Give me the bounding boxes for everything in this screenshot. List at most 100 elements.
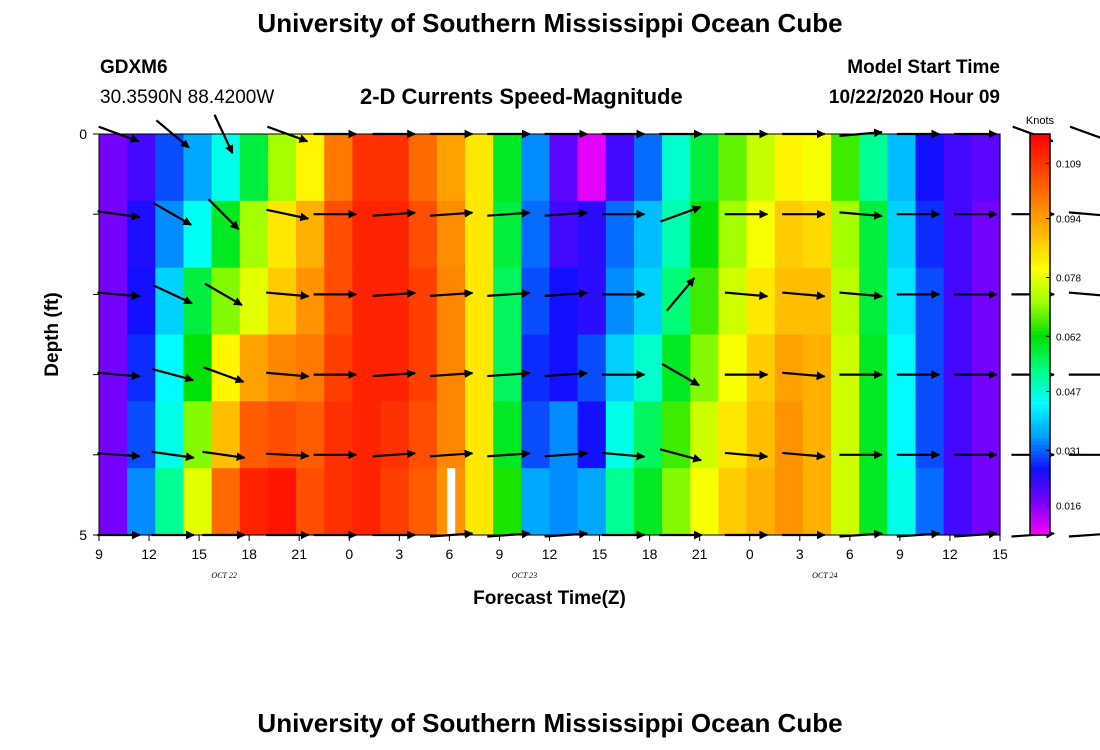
heatmap-cell: [859, 267, 888, 336]
heatmap-cell: [915, 134, 945, 202]
current-vector-arrow: [153, 202, 192, 226]
colorbar-segment: [1030, 401, 1050, 406]
heatmap-cell: [549, 267, 579, 336]
heatmap-cell: [943, 200, 973, 269]
heatmap-cell: [633, 401, 663, 469]
heatmap-cell: [183, 200, 213, 269]
colorbar-segment: [1030, 478, 1050, 483]
heatmap-cell: [408, 468, 438, 536]
colorbar-segment: [1030, 354, 1050, 359]
current-vector-arrow: [266, 371, 310, 381]
colorbar-segment: [1030, 314, 1050, 319]
station-id: GDXM6: [100, 57, 168, 78]
heatmap-cell: [662, 134, 691, 202]
colorbar-segment: [1030, 210, 1050, 215]
heatmap-cell: [690, 200, 720, 269]
colorbar-segment: [1030, 474, 1050, 479]
colorbar-segment: [1030, 294, 1050, 299]
colorbar-segment: [1030, 157, 1050, 162]
heatmap-cell: [831, 134, 860, 202]
heatmap-cell: [774, 267, 804, 336]
heatmap-cell: [605, 468, 635, 536]
colorbar-segment: [1030, 254, 1050, 259]
colorbar-segment: [1030, 528, 1050, 533]
colorbar-unit: Knots: [1026, 115, 1055, 127]
heatmap-cell: [915, 334, 945, 402]
heatmap-cell: [127, 200, 156, 269]
heatmap-cell: [324, 401, 354, 469]
x-tick-label: 15: [592, 546, 608, 562]
colorbar-segment: [1030, 304, 1050, 309]
heatmap-cell: [746, 468, 776, 536]
colorbar-segment: [1030, 170, 1050, 175]
colorbar-segment: [1030, 518, 1050, 523]
colorbar-segment: [1030, 421, 1050, 426]
colorbar-segment: [1030, 364, 1050, 369]
colorbar-segment: [1030, 214, 1050, 219]
current-vector-arrow: [97, 451, 141, 461]
heatmap-cell: [380, 401, 410, 469]
colorbar-segment: [1030, 351, 1050, 356]
heatmap-cell: [239, 134, 269, 202]
current-vector-arrow: [660, 205, 702, 223]
colorbar-segment: [1030, 174, 1050, 179]
colorbar-segment: [1030, 458, 1050, 463]
colorbar-segment: [1030, 224, 1050, 229]
heatmap-cell: [521, 200, 551, 269]
date-label: OCT 22: [211, 571, 236, 580]
colorbar-segment: [1030, 381, 1050, 386]
colorbar-segment: [1030, 334, 1050, 339]
current-vector-arrow: [266, 208, 310, 222]
colorbar-segment: [1030, 464, 1050, 469]
colorbar-segment: [1030, 488, 1050, 493]
heatmap-cell: [99, 401, 128, 469]
heatmap-cell: [577, 468, 607, 536]
heatmap-cell: [577, 134, 607, 202]
heatmap-cell: [408, 134, 438, 202]
heatmap-cell: [831, 267, 860, 336]
heatmap-cell: [662, 267, 691, 336]
heatmap-cell: [183, 134, 213, 202]
heatmap-cell: [774, 401, 804, 469]
current-vector-arrow: [487, 208, 531, 218]
heatmap-cell: [577, 401, 607, 469]
current-vector-arrow: [372, 449, 416, 459]
heatmap-cell: [633, 267, 663, 336]
heatmap-cell: [352, 267, 382, 336]
heatmap-cell: [211, 200, 241, 269]
x-axis-label: Forecast Time(Z): [473, 588, 626, 609]
data-gap-marker: [447, 468, 456, 535]
heatmap-cell: [408, 401, 438, 469]
heatmap-cell: [774, 200, 804, 269]
heatmap-cell: [493, 401, 522, 469]
heatmap-cell: [746, 267, 776, 336]
heatmap-cell: [436, 334, 466, 402]
heatmap-cell: [296, 134, 325, 202]
colorbar-segment: [1030, 257, 1050, 262]
colorbar-segment: [1030, 167, 1050, 172]
current-vector-arrow: [97, 371, 141, 381]
heatmap-cell: [99, 134, 128, 202]
heatmap-cell: [380, 134, 410, 202]
heatmap-cell: [324, 468, 354, 536]
heatmap-cell: [549, 401, 579, 469]
current-vector-arrow: [97, 291, 141, 300]
heatmap-cell: [662, 334, 691, 402]
heatmap-cell: [915, 200, 945, 269]
x-tick-label: 12: [542, 546, 558, 562]
heatmap-cell: [521, 468, 551, 536]
heatmap-cell: [211, 134, 241, 202]
heatmap-cell: [774, 468, 804, 536]
colorbar-segment: [1030, 514, 1050, 519]
heatmap-cell: [183, 401, 213, 469]
y-axis-label: Depth (ft): [42, 292, 63, 376]
current-vector-arrow: [601, 451, 646, 461]
colorbar: Knots 0.109 0.094 0.078 0.062 0.047 0.031 0.016: [1026, 115, 1081, 536]
heatmap-cell: [465, 401, 494, 469]
colorbar-segment: [1030, 501, 1050, 506]
x-tick-label: 9: [496, 546, 504, 562]
heatmap-cell: [380, 200, 410, 269]
heatmap-cell: [577, 267, 607, 336]
page-title-bottom: University of Southern Mississippi Ocean…: [257, 708, 843, 738]
colorbar-segment: [1030, 227, 1050, 232]
